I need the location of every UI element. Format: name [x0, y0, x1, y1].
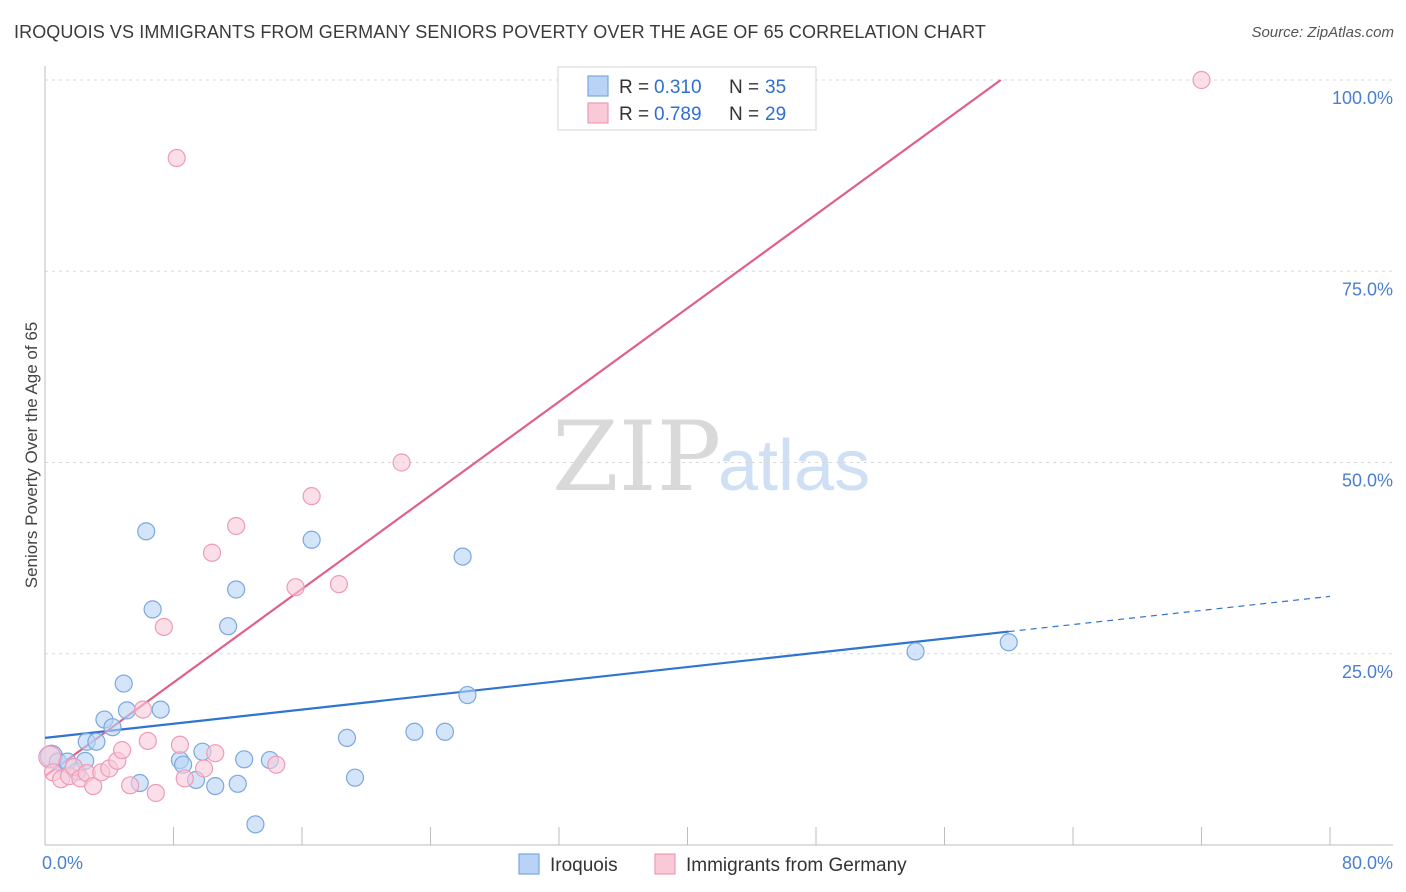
iroquois-point-14	[151, 700, 170, 719]
legend-swatch-germany	[587, 102, 609, 124]
y-tick-label-2: 50.0%	[1342, 471, 1393, 491]
iroquois-point-24	[246, 815, 265, 834]
iroquois-point-12	[137, 522, 156, 541]
tick-labels: 100.0% 75.0% 50.0% 25.0% 0.0% 80.0%	[42, 88, 1393, 873]
y-tick-label-0: 100.0%	[1332, 88, 1393, 108]
y-tick-label-3: 25.0%	[1342, 662, 1393, 682]
germany-point-20	[194, 759, 214, 778]
legend-swatch-iroquois	[587, 75, 609, 97]
germany-point-27	[329, 575, 349, 594]
germany-point-13	[133, 700, 153, 719]
iroquois-point-9	[114, 674, 133, 693]
legend: R = 0.310 N = 35 R = 0.789 N = 29	[557, 66, 817, 131]
iroquois-point-31	[453, 547, 472, 566]
iroquois-point-28	[345, 768, 365, 787]
legend-n-label-germany: N =	[729, 104, 759, 125]
iroquois-point-19	[206, 776, 225, 796]
germany-point-22	[206, 744, 225, 763]
iroquois-trend-extension	[1008, 595, 1331, 633]
germany-point-23	[227, 516, 246, 536]
gridlines	[45, 79, 1393, 655]
source-credit: Source: ZipAtlas.com	[1251, 24, 1394, 41]
bottom-legend-label-iroquois: Iroquois	[550, 855, 618, 876]
legend-n-value-iroquois: 35	[765, 77, 786, 98]
iroquois-point-6	[87, 732, 106, 751]
legend-n-label-iroquois: N =	[729, 77, 759, 98]
iroquois-point-26	[302, 530, 321, 549]
iroquois-point-27	[337, 728, 357, 748]
iroquois-point-21	[227, 580, 246, 599]
germany-point-14	[138, 731, 157, 751]
axes	[44, 66, 1393, 846]
watermark-atlas: atlas	[718, 426, 870, 506]
germany-point-7	[84, 776, 103, 796]
germany-point-19	[175, 769, 194, 788]
germany-point-12	[121, 776, 140, 795]
iroquois-point-20	[219, 617, 238, 636]
watermark-zip: ZIP	[552, 401, 721, 513]
data-points	[38, 70, 1211, 834]
germany-point-28	[392, 453, 411, 472]
legend-r-value-iroquois: 0.310	[654, 77, 702, 98]
germany-trend-line	[44, 79, 1002, 778]
x-tick-label-1: 80.0%	[1342, 853, 1393, 873]
germany-point-15	[146, 783, 165, 803]
legend-r-value-germany: 0.789	[654, 104, 702, 125]
legend-r-label-iroquois: R =	[619, 77, 649, 98]
iroquois-point-22	[228, 774, 247, 793]
legend-r-label-germany: R =	[619, 104, 649, 125]
iroquois-trend-line	[44, 630, 1009, 739]
germany-point-29	[1192, 70, 1211, 90]
legend-n-value-germany: 29	[765, 104, 786, 125]
bottom-legend: Iroquois Immigrants from Germany	[518, 853, 907, 876]
iroquois-point-10	[117, 701, 137, 720]
germany-point-26	[302, 487, 321, 506]
iroquois-point-32	[458, 685, 477, 705]
iroquois-point-13	[143, 600, 162, 619]
y-axis-label: Seniors Poverty Over the Age of 65	[22, 322, 41, 588]
y-tick-label-1: 75.0%	[1342, 279, 1393, 299]
germany-point-17	[167, 148, 186, 168]
chart-title: IROQUOIS VS IMMIGRANTS FROM GERMANY SENI…	[14, 22, 986, 42]
iroquois-point-33	[906, 642, 925, 661]
germany-point-18	[170, 735, 190, 754]
germany-point-21	[202, 543, 222, 562]
bottom-legend-swatch-iroquois	[518, 853, 540, 875]
iroquois-point-29	[405, 722, 424, 741]
watermark: ZIP atlas	[552, 401, 870, 513]
iroquois-point-30	[435, 722, 455, 741]
x-tick-label-0: 0.0%	[42, 853, 83, 873]
germany-point-25	[286, 578, 305, 597]
iroquois-point-8	[103, 718, 122, 737]
iroquois-point-34	[999, 633, 1018, 652]
bottom-legend-label-germany: Immigrants from Germany	[686, 855, 907, 876]
bottom-legend-swatch-germany	[654, 853, 676, 875]
germany-point-16	[154, 617, 173, 637]
iroquois-point-23	[235, 750, 254, 769]
germany-point-11	[112, 741, 132, 760]
trend-lines	[44, 79, 1331, 778]
germany-point-24	[267, 755, 286, 774]
